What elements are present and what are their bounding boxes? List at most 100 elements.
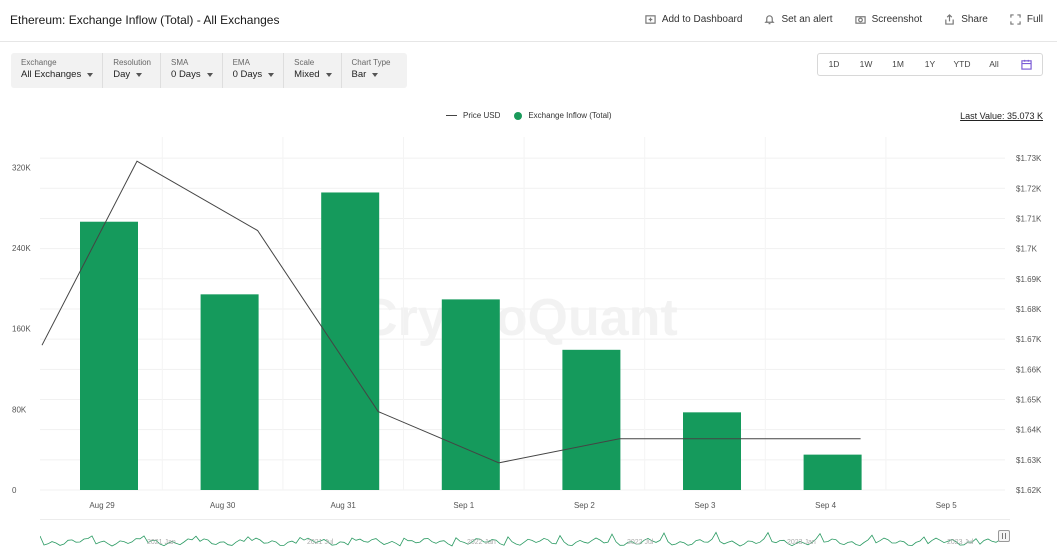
y-right-tick: $1.71K [1016, 214, 1042, 223]
range-1y-button[interactable]: 1Y [924, 59, 936, 69]
filter-label: EMA [232, 58, 250, 67]
y-left-tick: 0 [12, 486, 17, 495]
inflow-bar[interactable] [200, 294, 259, 490]
filter-label: Resolution [113, 58, 152, 67]
range-all-button[interactable]: All [989, 59, 999, 69]
y-right-tick: $1.69K [1016, 275, 1042, 284]
add-to-dashboard-button[interactable]: Add to Dashboard [645, 14, 742, 25]
y-right-tick: $1.72K [1016, 184, 1042, 193]
navigator-label: 2022 Jul [627, 539, 654, 546]
inflow-bar[interactable] [562, 349, 621, 490]
filter-value: 0 Days [232, 69, 263, 80]
set-alert-button[interactable]: Set an alert [764, 14, 833, 25]
page-title: Ethereum: Exchange Inflow (Total) - All … [10, 13, 280, 27]
navigator-handle[interactable] [998, 530, 1010, 542]
x-tick: Sep 5 [936, 501, 957, 510]
legend-item-inflow[interactable]: Exchange Inflow (Total) [514, 111, 612, 120]
y-right-tick: $1.7K [1016, 245, 1038, 254]
range-1m-button[interactable]: 1M [892, 59, 904, 69]
x-tick: Aug 31 [331, 501, 357, 510]
chart-area: CryptoQuant 0 80K 160K 240K 320K $1.62K $1.63… [12, 137, 1042, 510]
filter-label: Scale [294, 58, 315, 67]
grid [40, 137, 1005, 491]
ema-select[interactable]: EMA 0 Days [223, 53, 285, 88]
inflow-bar[interactable] [321, 192, 380, 490]
y-left-tick: 240K [12, 244, 31, 253]
exchange-select[interactable]: Exchange All Exchanges [11, 53, 104, 88]
scale-select[interactable]: Scale Mixed [284, 53, 342, 88]
filter-bar: Exchange All Exchanges Resolution Day SM… [11, 53, 407, 88]
inflow-bar[interactable] [803, 454, 862, 490]
range-1d-button[interactable]: 1D [828, 59, 840, 69]
watermark: CryptoQuant [360, 289, 678, 347]
y-left-tick: 160K [12, 325, 31, 334]
y-right-tick: $1.68K [1016, 305, 1042, 314]
inflow-bar[interactable] [441, 299, 500, 490]
x-tick: Sep 3 [695, 501, 716, 510]
y-right-tick: $1.73K [1016, 154, 1042, 163]
y-right-tick: $1.66K [1016, 365, 1042, 374]
screenshot-button[interactable]: Screenshot [854, 14, 922, 25]
last-value-link[interactable]: Last Value: 35.073 K [960, 111, 1043, 121]
share-icon [945, 14, 954, 25]
legend-item-price[interactable]: Price USD [446, 111, 500, 120]
right-axis: $1.62K $1.63K $1.64K $1.65K $1.66K $1.67K $1.6… [1016, 154, 1042, 495]
navigator-label: 2023 Jul [947, 539, 974, 546]
caret-down-icon [268, 73, 275, 77]
y-right-tick: $1.67K [1016, 335, 1042, 344]
inflow-bar[interactable] [683, 412, 741, 490]
caret-down-icon [206, 73, 213, 77]
y-left-tick: 320K [12, 163, 31, 172]
filter-value: 0 Days [171, 69, 201, 80]
filter-value: Bar [351, 69, 367, 80]
fullscreen-button[interactable]: Full [1010, 14, 1043, 25]
header-bar: Ethereum: Exchange Inflow (Total) - All … [0, 0, 1057, 42]
caret-down-icon [87, 73, 94, 77]
camera-icon [854, 16, 866, 24]
range-ytd-button[interactable]: YTD [953, 59, 971, 69]
x-tick: Aug 30 [210, 501, 236, 510]
range-1w-button[interactable]: 1W [859, 59, 873, 69]
y-right-tick: $1.62K [1016, 486, 1042, 495]
y-right-tick: $1.63K [1016, 456, 1042, 465]
inflow-bar[interactable] [80, 221, 138, 490]
navigator-label: 2022 Jan [467, 539, 496, 546]
price-line [41, 160, 861, 464]
caret-down-icon [372, 73, 379, 77]
calendar-button[interactable] [1010, 54, 1042, 75]
bars [80, 192, 862, 490]
fullscreen-icon [1010, 14, 1021, 25]
chart-legend: Price USD Exchange Inflow (Total) [446, 111, 612, 120]
line-swatch-icon [446, 114, 457, 117]
navigator-label: 2021 Jan [147, 539, 176, 546]
filter-value: All Exchanges [21, 69, 82, 80]
header-actions: Add to Dashboard Set an alert Screenshot… [645, 14, 1043, 25]
sma-select[interactable]: SMA 0 Days [161, 53, 223, 88]
chart-type-select[interactable]: Chart Type Bar [342, 53, 400, 88]
y-right-tick: $1.65K [1016, 395, 1042, 404]
price-polyline[interactable] [41, 160, 861, 464]
caret-down-icon [136, 73, 143, 77]
x-tick: Aug 29 [89, 501, 115, 510]
y-left-tick: 80K [12, 405, 27, 414]
caret-down-icon [325, 73, 332, 77]
filter-label: SMA [171, 58, 189, 67]
filter-label: Exchange [21, 58, 57, 67]
dot-swatch-icon [514, 111, 523, 120]
navigator-label: 2021 Jul [307, 539, 334, 546]
range-selector: 1D 1W 1M 1Y YTD All [817, 53, 1043, 76]
share-button[interactable]: Share [944, 14, 988, 25]
add-dashboard-icon [645, 15, 656, 24]
navigator[interactable]: 2021 Jan 2021 Jul 2022 Jan 2022 Jul 2023 Jan… [39, 519, 1010, 553]
filter-label: Chart Type [351, 58, 391, 67]
resolution-select[interactable]: Resolution Day [103, 53, 162, 88]
x-tick: Sep 1 [453, 501, 474, 510]
x-tick: Sep 4 [815, 501, 836, 510]
calendar-icon [1020, 60, 1032, 70]
navigator-line [39, 531, 1001, 547]
navigator-label: 2023 Jan [787, 539, 816, 546]
left-axis: 0 80K 160K 240K 320K [12, 163, 31, 495]
bell-icon [764, 15, 776, 25]
navigator-series [39, 531, 1001, 547]
y-right-tick: $1.64K [1016, 426, 1042, 435]
